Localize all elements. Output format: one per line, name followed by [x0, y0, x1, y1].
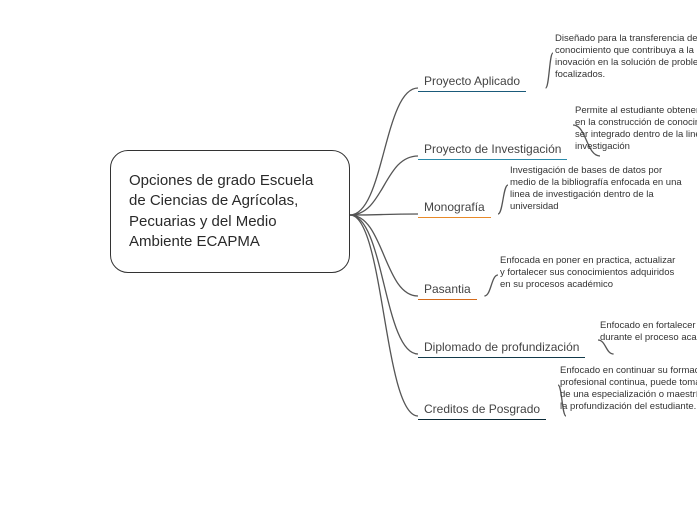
branch-desc: Diseñado para la transferencia de conoci… [555, 33, 697, 81]
branch-label: Creditos de Posgrado [418, 400, 546, 420]
branch-desc: Enfocada en poner en practica, actualiza… [500, 255, 680, 291]
branch-desc: Enfocado en fortalecer las competencias … [600, 320, 697, 344]
branch-node-0[interactable]: Proyecto Aplicado [418, 72, 526, 92]
branch-desc: Enfocado en continuar su formación profe… [560, 365, 697, 413]
branch-label: Monografía [418, 198, 491, 218]
branch-node-4[interactable]: Diplomado de profundización [418, 338, 585, 358]
branch-node-2[interactable]: Monografía [418, 198, 491, 218]
branch-node-5[interactable]: Creditos de Posgrado [418, 400, 546, 420]
branch-label: Diplomado de profundización [418, 338, 585, 358]
branch-desc: Investigación de bases de datos por medi… [510, 165, 690, 213]
branch-label: Pasantia [418, 280, 477, 300]
branch-node-3[interactable]: Pasantia [418, 280, 477, 300]
branch-label: Proyecto de Investigación [418, 140, 567, 160]
branch-desc: Permite al estudiante obtener un resulta… [575, 105, 697, 153]
branch-label: Proyecto Aplicado [418, 72, 526, 92]
branch-node-1[interactable]: Proyecto de Investigación [418, 140, 567, 160]
root-node[interactable]: Opciones de grado Escuela de Ciencias de… [110, 150, 350, 273]
root-title: Opciones de grado Escuela de Ciencias de… [129, 171, 331, 252]
